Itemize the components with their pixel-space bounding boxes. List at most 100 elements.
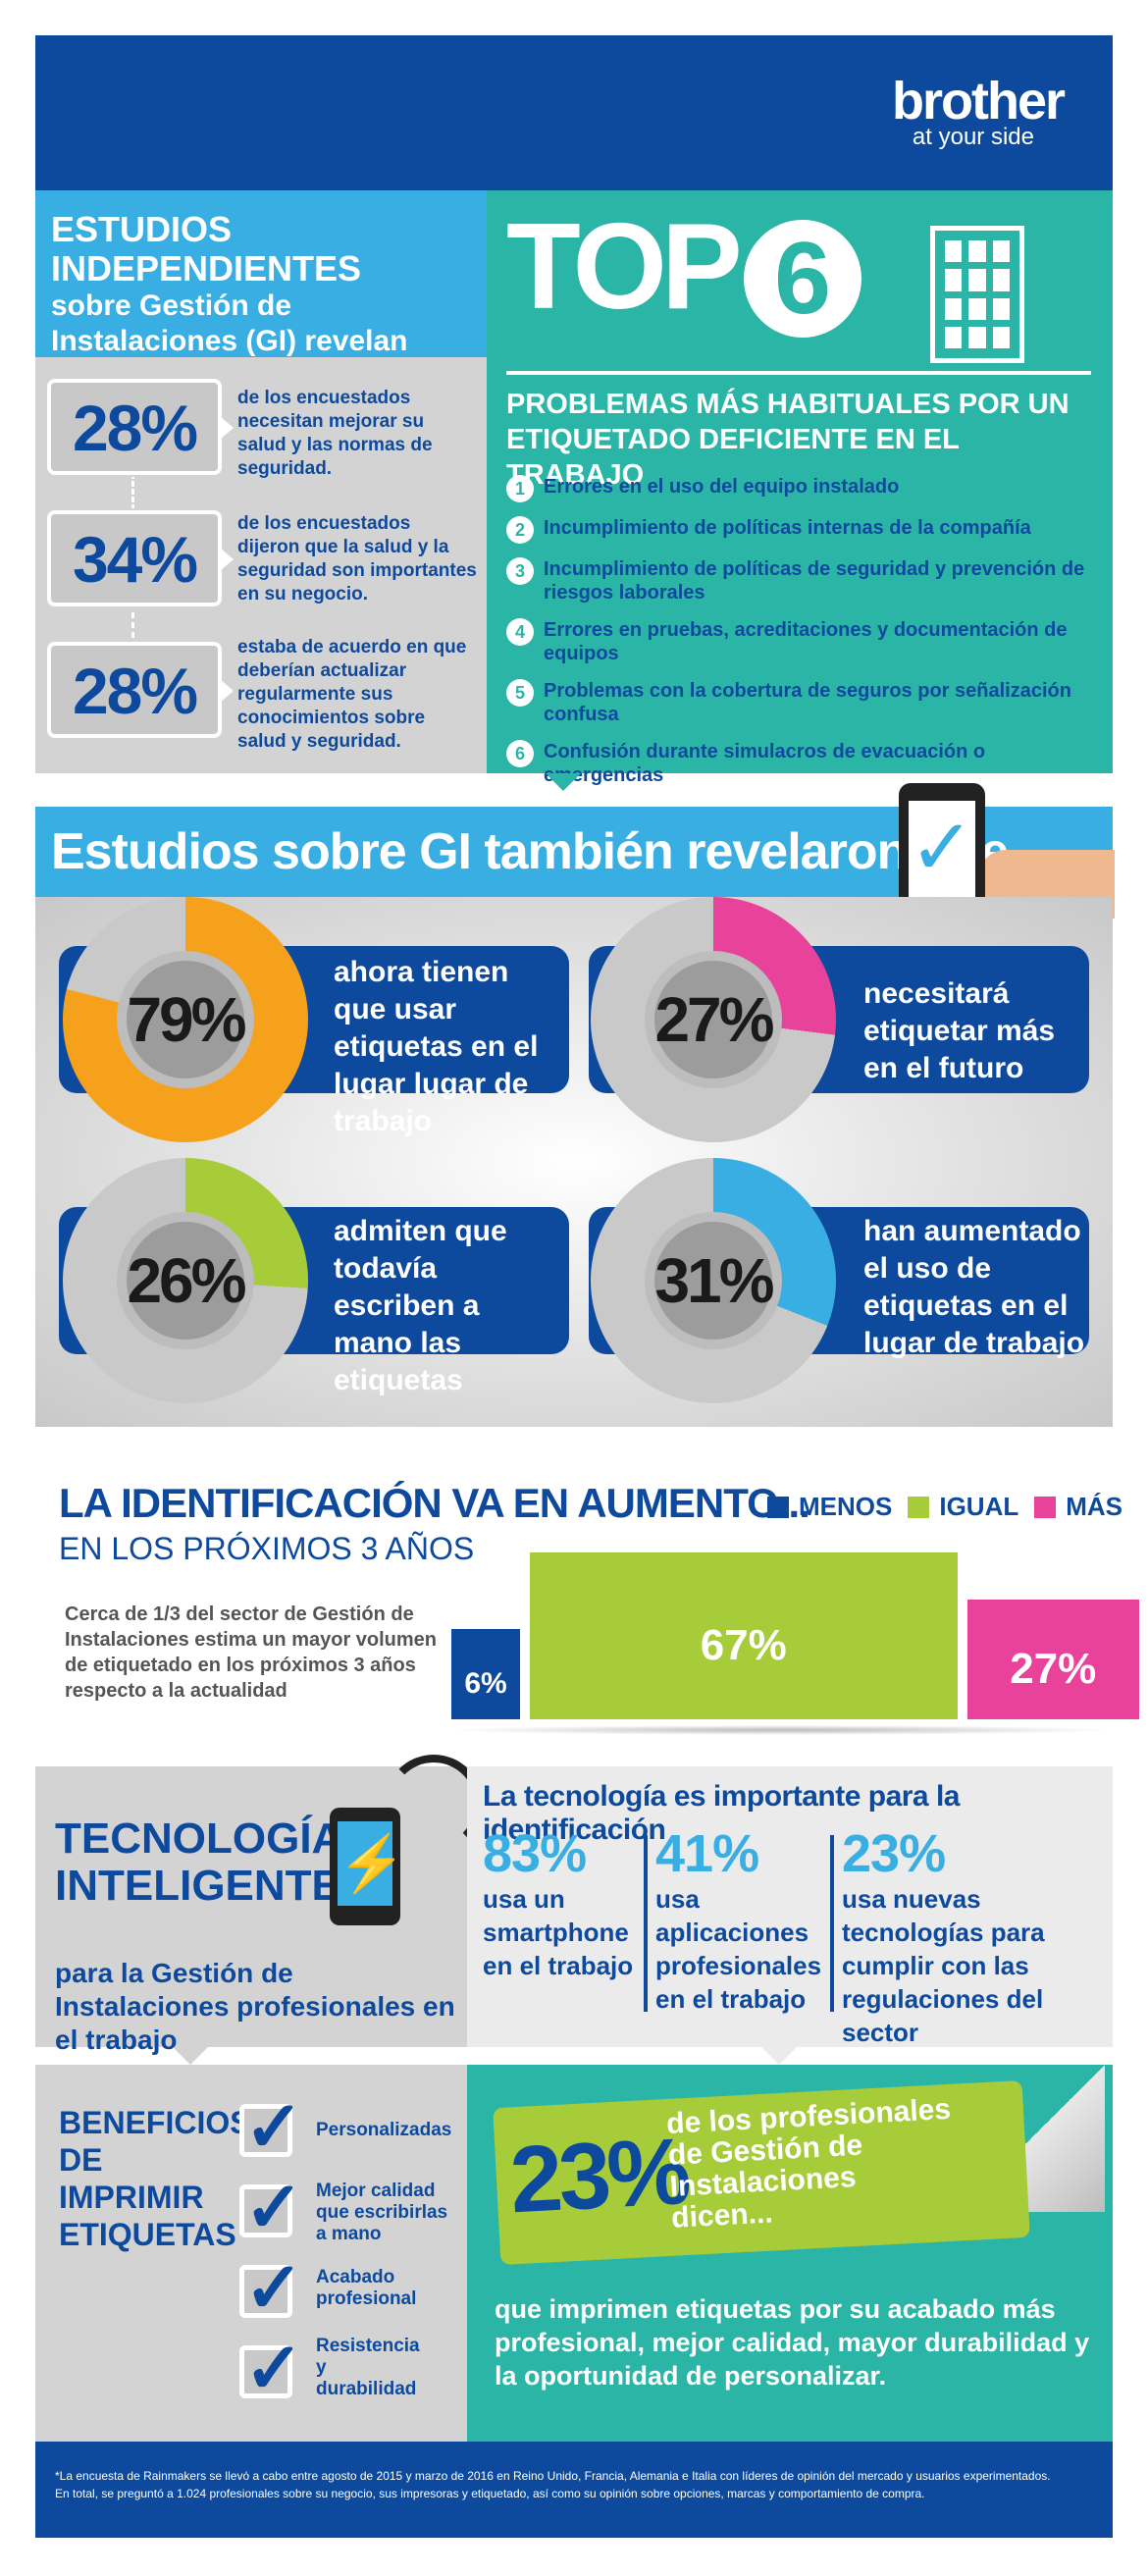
tech-stat: 83% usa un smartphone en el trabajo [483, 1825, 646, 1982]
tech-stat-value: 83% [483, 1824, 587, 1883]
item-text: Errores en pruebas, acreditaciones y doc… [544, 619, 1068, 664]
list-item: 3 Incumplimiento de políticas de segurida… [506, 557, 1095, 605]
item-number: 4 [506, 618, 534, 646]
stat-card-text: ahora tienen que usar etiquetas en el lu… [334, 956, 539, 1137]
legend-label: MÁS [1066, 1492, 1123, 1521]
divider [830, 1835, 834, 2012]
benefit-label: Resistencia y durabilidad [316, 2336, 420, 2399]
donut-value: 79% [127, 984, 246, 1055]
item-number: 6 [506, 740, 534, 767]
legend-swatch [1034, 1496, 1057, 1518]
technology-right-panel: La tecnología es importante para la iden… [467, 1766, 1113, 2047]
technology-title-line2: INTELIGENTE [55, 1862, 340, 1910]
bar-label: 6% [464, 1667, 507, 1700]
tech-stat-text: usa un smartphone en el trabajo [483, 1884, 634, 1980]
tech-stat-text: usa nuevas tecnologías para cumplir con … [842, 1884, 1045, 2047]
checkbox-icon: ✓ [239, 2169, 303, 2247]
legend-label: MENOS [799, 1492, 893, 1521]
bar-label: 67% [700, 1621, 787, 1669]
brand-name: brother [892, 72, 1066, 131]
bar-label: 27% [1010, 1645, 1097, 1693]
studies-title: ESTUDIOS INDEPENDIENTES [51, 209, 362, 289]
divider [644, 1835, 648, 2012]
list-item: 1 Errores en el uso del equipo instalado [506, 475, 1095, 502]
stat-connector [131, 603, 134, 638]
top6-title: TOP [506, 199, 743, 335]
stat-text: de los encuestados dijeron que la salud … [237, 513, 477, 605]
checkbox-icon: ✓ [239, 2330, 303, 2408]
list-item: 4 Errores en pruebas, acreditaciones y do… [506, 618, 1095, 665]
benefit-label: Mejor calidad que escribirlas a mano [316, 2181, 448, 2244]
donut-chart: 31% [591, 1158, 836, 1403]
stat-box: 28% [47, 642, 234, 738]
revealed-title: Estudios sobre GI también revelaron que.… [51, 823, 1049, 880]
top6-number: 6 [744, 220, 861, 338]
donut-value: 26% [127, 1245, 246, 1316]
stat-connector [131, 473, 134, 510]
identification-title: LA IDENTIFICACIÓN VA EN AUMENTO... [59, 1480, 810, 1526]
donut-chart: 27% [591, 897, 836, 1142]
section-notch [761, 2047, 797, 2065]
stat-value: 34% [72, 523, 198, 596]
stat-text: estaba de acuerdo en que deberían actual… [237, 637, 467, 752]
benefits-stat-panel: 23% de los profesionales de Gestión de I… [467, 2065, 1113, 2442]
header-bar: brother at your side [35, 35, 1113, 190]
section-notch [173, 2047, 208, 2065]
brand-tagline: at your side [912, 124, 1034, 150]
legend-swatch [767, 1496, 789, 1518]
stat-box: 28% [47, 379, 234, 475]
checkbox-icon: ✓ [239, 2088, 303, 2167]
highlight-text: de los profesionales de Gestión de Insta… [665, 2092, 952, 2234]
stat-card-text: admiten que todavía escriben a mano las … [334, 1215, 507, 1396]
tech-stat-value: 23% [842, 1824, 946, 1883]
infographic: brother at your side ESTUDIOS INDEPENDIE… [35, 35, 1139, 2538]
bar-shadow [447, 1725, 1115, 1735]
technology-title-line1: TECNOLOGÍA [55, 1814, 343, 1863]
item-text: Errores en el uso del equipo instalado [544, 476, 900, 498]
list-item: 6 Confusión durante simulacros de evacuac… [506, 740, 1095, 787]
donut-chart: 26% [63, 1158, 308, 1403]
benefit-label: Acabado profesional [316, 2267, 417, 2309]
item-number: 1 [506, 475, 534, 502]
stat-card-text: necesitará etiquetar más en el futuro [863, 977, 1056, 1084]
benefit-label: Personalizadas [316, 2120, 452, 2140]
item-text: Problemas con la cobertura de seguros po… [544, 680, 1071, 725]
highlight-value: 23% [507, 2119, 690, 2234]
bar-más: 27% [966, 1600, 1139, 1719]
checkbox-icon: ✓ [239, 2249, 303, 2328]
top6-panel: TOP 6 PROBLEMAS MÁS HABITUALES POR UN ET… [487, 190, 1113, 786]
bar-igual: 67% [530, 1552, 958, 1719]
brother-logo: brother at your side [892, 72, 1066, 151]
item-number: 3 [506, 557, 534, 585]
stat-text: de los encuestados necesitan mejorar su … [237, 388, 433, 479]
technology-subtitle: para la Gestión de Instalaciones profesi… [55, 1958, 455, 2055]
tech-stat-text: usa aplicaciones profesionales en el tra… [655, 1884, 822, 2014]
tech-stat-value: 41% [655, 1824, 759, 1883]
studies-stats-panel: 28% de los encuestados necesitan mejorar… [35, 357, 487, 773]
divider [506, 371, 1091, 375]
donut-chart: 79% [63, 897, 308, 1142]
benefits-title: BENEFICIOS DE IMPRIMIR ETIQUETAS [59, 2105, 251, 2252]
benefits-panel: BENEFICIOS DE IMPRIMIR ETIQUETAS ✓ Perso… [35, 2065, 467, 2442]
list-item: 2 Incumplimiento de políticas internas de… [506, 516, 1095, 544]
stat-value: 28% [72, 655, 198, 727]
stat-value: 28% [72, 392, 198, 464]
footer: *La encuesta de Rainmakers se llevó a ca… [35, 2442, 1113, 2538]
item-text: Incumplimiento de políticas de seguridad… [544, 558, 1085, 604]
legend-label: IGUAL [939, 1492, 1019, 1521]
tech-stat: 41% usa aplicaciones profesionales en el… [655, 1825, 832, 2016]
bar-menos: 6% [451, 1629, 520, 1719]
chart-legend: MENOS IGUAL MÁS [752, 1492, 1122, 1522]
stat-box: 34% [47, 510, 234, 606]
footer-line: En total, se preguntó a 1.024 profesiona… [55, 2487, 925, 2500]
building-icon [930, 226, 1024, 363]
smartphone-bolt-icon: ⚡ [330, 1808, 406, 1925]
highlight-card: 23% de los profesionales de Gestión de I… [493, 2079, 1030, 2266]
revealed-panel: ahora tienen que usar etiquetas en el lu… [35, 897, 1113, 1427]
smartphone-check-icon: ✓ [899, 783, 985, 928]
technology-title: TECNOLOGÍA INTELIGENTE [55, 1815, 342, 1910]
technology-heading: La tecnología es importante para la iden… [483, 1780, 960, 1846]
top6-heading: PROBLEMAS MÁS HABITUALES POR UN ETIQUETA… [506, 389, 1070, 491]
item-text: Incumplimiento de políticas internas de … [544, 517, 1031, 539]
item-number: 2 [506, 516, 534, 544]
